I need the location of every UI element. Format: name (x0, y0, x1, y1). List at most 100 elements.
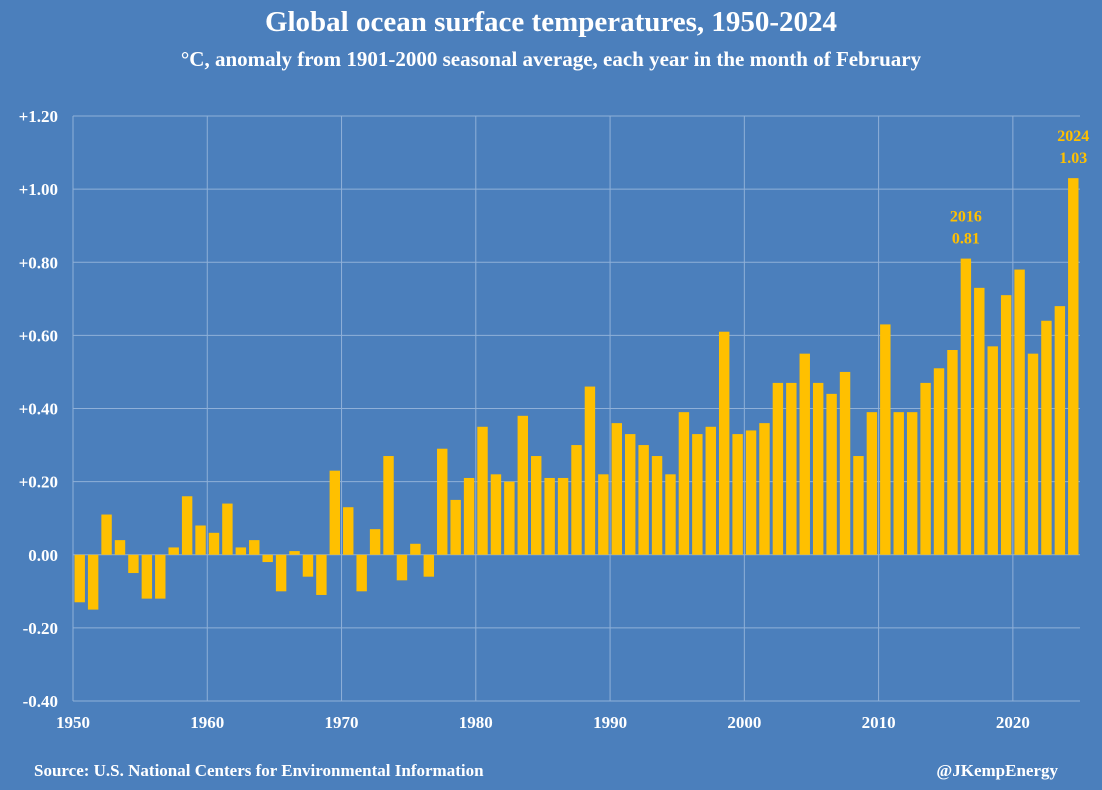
bar-1953 (114, 540, 126, 555)
credit-handle: @JKempEnergy (936, 761, 1058, 780)
annotation-year: 2016 (950, 209, 982, 226)
bar-2022 (1041, 320, 1052, 555)
bar-1996 (692, 434, 703, 555)
bar-2021 (1027, 353, 1039, 555)
source-note: Source: U.S. National Centers for Enviro… (34, 761, 484, 780)
bar-2002 (772, 382, 784, 555)
annotation-year: 2024 (1057, 128, 1089, 145)
bar-2013 (920, 382, 931, 555)
bar-1964 (262, 554, 273, 563)
bar-1998 (718, 331, 730, 555)
bar-2000 (745, 430, 757, 555)
bar-2012 (906, 412, 918, 555)
chart-subtitle: °C, anomaly from 1901-2000 seasonal aver… (180, 47, 922, 71)
bar-2005 (812, 382, 824, 555)
bar-1994 (665, 474, 676, 555)
bar-1980 (477, 426, 488, 555)
y-tick-label: +0.60 (19, 326, 58, 345)
bar-2016 (960, 258, 972, 555)
bar-1951 (87, 554, 99, 610)
bar-1989 (598, 474, 609, 555)
bar-1997 (705, 426, 716, 555)
bar-1963 (249, 540, 260, 555)
bar-1958 (181, 496, 193, 555)
bar-2010 (880, 324, 891, 555)
y-tick-label: +0.80 (19, 253, 58, 272)
bar-2003 (786, 382, 797, 555)
bar-1979 (463, 477, 475, 555)
bar-1978 (450, 499, 461, 555)
bar-1971 (356, 554, 367, 592)
y-tick-label: +0.20 (19, 473, 58, 492)
bar-2006 (826, 393, 837, 555)
bar-1984 (531, 456, 542, 555)
bar-2024 (1068, 178, 1079, 555)
bar-1962 (235, 547, 247, 555)
bar-1993 (651, 456, 663, 555)
bar-1957 (168, 547, 179, 555)
bar-2018 (987, 346, 998, 555)
bar-2019 (1000, 295, 1012, 555)
bar-2020 (1014, 269, 1025, 555)
x-tick-label: 2010 (862, 713, 896, 732)
bar-1955 (141, 554, 153, 599)
bar-1961 (222, 503, 233, 555)
bar-1969 (329, 470, 341, 555)
bar-1973 (383, 456, 394, 555)
bar-2001 (759, 423, 770, 555)
bar-1987 (571, 445, 582, 555)
bar-1992 (638, 445, 649, 555)
bar-2011 (893, 412, 904, 555)
bar-2017 (974, 287, 985, 555)
bar-1988 (584, 386, 596, 555)
bar-1954 (128, 554, 139, 574)
x-tick-label: 1970 (325, 713, 359, 732)
x-tick-label: 2020 (996, 713, 1030, 732)
y-tick-label: +1.20 (19, 107, 58, 126)
bar-1956 (155, 554, 166, 599)
y-tick-label: +0.40 (19, 400, 58, 419)
x-tick-label: 1950 (56, 713, 90, 732)
bar-1967 (302, 554, 314, 577)
bar-1982 (504, 481, 515, 555)
bar-1986 (557, 477, 569, 555)
bar-1960 (208, 532, 220, 555)
y-tick-label: -0.20 (23, 619, 58, 638)
bar-1970 (343, 507, 354, 555)
annotation-value: 0.81 (952, 231, 980, 248)
bar-1999 (732, 434, 743, 555)
bar-1995 (678, 412, 690, 555)
chart-title: Global ocean surface temperatures, 1950-… (264, 6, 838, 38)
x-tick-label: 1990 (593, 713, 627, 732)
bar-1990 (611, 423, 622, 555)
bar-2023 (1054, 306, 1066, 555)
annotation-value: 1.03 (1059, 150, 1087, 167)
y-tick-label: +1.00 (19, 180, 58, 199)
x-tick-label: 1980 (459, 713, 493, 732)
bar-2008 (853, 456, 864, 555)
bar-2014 (933, 368, 945, 555)
bar-1976 (423, 554, 435, 577)
bar-2007 (839, 371, 851, 555)
bar-2015 (947, 350, 958, 555)
bar-1968 (316, 554, 327, 595)
bar-1983 (517, 415, 529, 555)
bar-1985 (544, 477, 555, 555)
y-tick-label: 0.00 (28, 546, 58, 565)
bar-2004 (799, 353, 810, 555)
bar-1975 (410, 543, 421, 555)
bar-1959 (195, 525, 206, 555)
y-tick-label: -0.40 (23, 692, 58, 711)
bar-2009 (866, 412, 878, 555)
x-tick-label: 2000 (727, 713, 761, 732)
bar-1952 (101, 514, 112, 555)
bar-1974 (396, 554, 408, 581)
bar-1991 (624, 434, 636, 555)
bar-1972 (369, 529, 381, 555)
bar-1950 (74, 554, 85, 603)
x-tick-label: 1960 (190, 713, 224, 732)
bar-1965 (275, 554, 287, 592)
bar-1981 (490, 474, 502, 555)
bar-1966 (289, 551, 300, 555)
